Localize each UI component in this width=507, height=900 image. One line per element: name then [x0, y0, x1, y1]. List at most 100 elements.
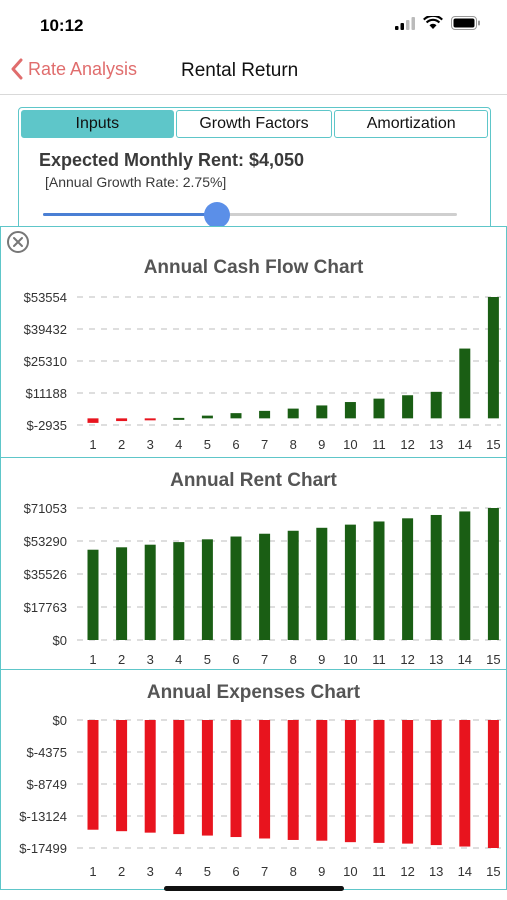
cash-flow-x-tick-label: 11: [372, 437, 386, 452]
rent-x-tick-label: 12: [400, 652, 414, 667]
cash-flow-x-tick-label: 3: [147, 437, 154, 452]
signal-icon: [395, 17, 415, 30]
cash-flow-chart-title: Annual Cash Flow Chart: [143, 257, 364, 278]
rent-bar: [487, 508, 499, 640]
cash-flow-bar: [487, 297, 499, 419]
expenses-y-tick-label: $-8749: [27, 777, 67, 792]
cash-flow-bar: [316, 405, 328, 419]
cash-flow-y-tick-label: $39432: [24, 322, 67, 337]
expenses-bar: [344, 720, 356, 843]
cash-flow-bar: [144, 418, 156, 421]
expenses-x-tick-label: 14: [458, 864, 472, 879]
cash-flow-y-tick-label: $11188: [26, 386, 67, 401]
wifi-icon: [423, 16, 443, 29]
rent-y-tick-label: $53290: [24, 534, 67, 549]
rent-x-tick-label: 6: [232, 652, 239, 667]
expenses-x-tick-label: 2: [118, 864, 125, 879]
expenses-x-tick-label: 10: [343, 864, 357, 879]
battery-icon: [451, 16, 480, 30]
charts-overlay: Annual Cash Flow Chart $-2935 $11188 $2531…: [0, 226, 507, 890]
back-label: Rate Analysis: [28, 58, 138, 79]
expenses-bar: [230, 720, 242, 838]
cash-flow-x-tick-label: 4: [175, 437, 182, 452]
cash-flow-bar: [87, 418, 99, 423]
cash-flow-x-tick-label: 15: [486, 437, 500, 452]
expenses-x-tick-label: 4: [175, 864, 182, 879]
expenses-bar: [144, 720, 156, 833]
rent-bar: [316, 527, 328, 640]
rent-y-tick-label: $71053: [24, 501, 67, 516]
expenses-x-tick-label: 15: [486, 864, 500, 879]
close-icon: [13, 237, 23, 247]
cash-flow-y-tick-label: $-2935: [27, 418, 67, 433]
rent-x-tick-label: 8: [290, 652, 297, 667]
cash-flow-bar: [287, 408, 299, 419]
cash-flow-bar: [259, 410, 271, 419]
cash-flow-bar: [201, 415, 213, 419]
expenses-y-tick-label: $-4375: [27, 745, 67, 760]
chevron-left-icon: [11, 58, 23, 80]
expenses-bar: [430, 720, 442, 846]
cash-flow-bar: [373, 398, 385, 419]
expenses-x-tick-label: 12: [400, 864, 414, 879]
cash-flow-bar: [116, 418, 128, 422]
rent-bar: [344, 524, 356, 640]
home-indicator: [164, 886, 344, 891]
expenses-x-tick-label: 9: [318, 864, 325, 879]
rent-bar: [287, 530, 299, 640]
rent-x-tick-label: 2: [118, 652, 125, 667]
cash-flow-y-tick-label: $25310: [24, 354, 67, 369]
expected-rent-title: Expected Monthly Rent: $4,050: [39, 150, 305, 170]
rent-x-tick-label: 4: [175, 652, 182, 667]
tab-amortization[interactable]: Amortization: [334, 110, 488, 138]
cash-flow-x-tick-label: 12: [400, 437, 414, 452]
cash-flow-bar: [430, 391, 442, 419]
expenses-bar: [173, 720, 185, 835]
cash-flow-x-tick-label: 6: [232, 437, 239, 452]
cash-flow-x-tick-label: 8: [290, 437, 297, 452]
expenses-y-tick-label: $0: [53, 713, 67, 728]
expenses-bar: [259, 720, 271, 839]
rent-x-tick-label: 14: [458, 652, 472, 667]
expenses-bar: [287, 720, 299, 840]
rent-x-tick-label: 3: [147, 652, 154, 667]
rent-x-tick-label: 1: [89, 652, 96, 667]
rent-slider[interactable]: [43, 202, 457, 228]
expenses-chart-panel: Annual Expenses Chart $0 $-4375 $-8749 $-13…: [1, 669, 506, 890]
back-button[interactable]: Rate Analysis: [10, 58, 137, 80]
rent-bar: [459, 511, 471, 640]
cash-flow-x-tick-label: 14: [458, 437, 472, 452]
status-bar: 10:12: [0, 0, 507, 50]
rent-y-tick-label: $0: [53, 633, 67, 648]
expenses-x-tick-label: 13: [429, 864, 443, 879]
rent-x-tick-label: 11: [372, 652, 386, 667]
rent-bar: [173, 542, 185, 640]
cash-flow-y-tick-label: $53554: [24, 290, 67, 305]
cash-flow-bar: [459, 348, 471, 419]
cash-flow-x-tick-label: 7: [261, 437, 268, 452]
cash-flow-x-tick-label: 9: [318, 437, 325, 452]
cash-flow-bar: [230, 413, 242, 419]
rent-bar: [87, 549, 99, 640]
rent-x-tick-label: 10: [343, 652, 357, 667]
tab-growth-factors[interactable]: Growth Factors: [175, 110, 333, 138]
rent-chart-panel: Annual Rent Chart $0 $17763 $35526 $53290 $7…: [1, 457, 506, 670]
slider-fill: [43, 213, 217, 216]
expenses-bar: [373, 720, 385, 843]
cash-flow-x-tick-label: 2: [118, 437, 125, 452]
expenses-bar: [201, 720, 213, 836]
slider-thumb[interactable]: [203, 202, 230, 228]
expenses-bar: [316, 720, 328, 841]
close-button[interactable]: [7, 231, 29, 253]
cash-flow-bar: [173, 417, 185, 420]
rent-bar: [373, 521, 385, 640]
cash-flow-x-tick-label: 10: [343, 437, 357, 452]
rent-bar: [230, 536, 242, 640]
expenses-x-tick-label: 1: [89, 864, 96, 879]
expenses-bar: [402, 720, 414, 844]
expenses-y-tick-label: $-13124: [19, 809, 67, 824]
tab-inputs[interactable]: Inputs: [21, 110, 174, 138]
rent-bar: [430, 514, 442, 640]
